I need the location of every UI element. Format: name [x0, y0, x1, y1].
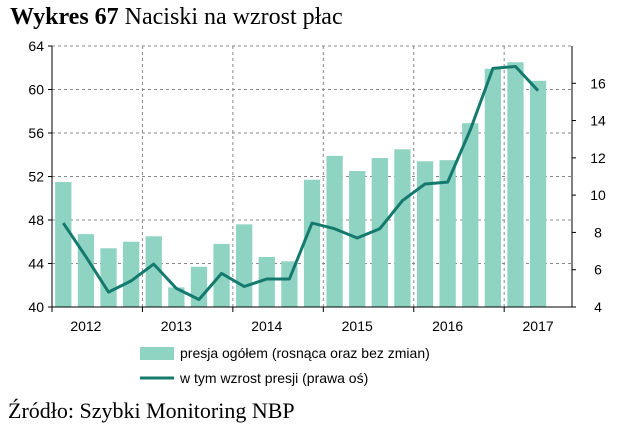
- chart-title-number: Wykres 67: [10, 4, 119, 30]
- chart-title-text: Naciski na wzrost płac: [124, 4, 343, 30]
- y-right-tick-label: 6: [594, 262, 602, 278]
- line-series: [62, 65, 540, 301]
- bar: [122, 241, 140, 307]
- bar: [371, 158, 388, 307]
- y-left-tick-label: 48: [28, 212, 44, 228]
- bar-series: [55, 62, 547, 308]
- bar: [100, 248, 117, 307]
- bar: [462, 123, 479, 308]
- y-left-tick-label: 64: [28, 38, 44, 54]
- bar: [258, 256, 275, 307]
- y-left-tick-label: 44: [28, 256, 44, 272]
- bar: [168, 287, 185, 307]
- x-tick-label: 2017: [523, 318, 554, 334]
- y-left-tick-label: 56: [28, 125, 44, 141]
- source-note: Źródło: Szybki Monitoring NBP: [8, 398, 295, 423]
- y-right-tick-label: 10: [590, 187, 606, 203]
- x-tick-label: 2012: [70, 318, 101, 334]
- bar: [303, 179, 321, 307]
- y-right-tick-label: 8: [594, 224, 602, 240]
- tick-labels: 40 44 48 52 56 60 64 4 6 8 10 12 14 16 2012 2013 2014 201…: [28, 38, 606, 334]
- bar: [484, 68, 502, 308]
- bar: [326, 155, 343, 307]
- series-line: [62, 65, 540, 301]
- bar: [394, 149, 411, 307]
- bar: [145, 236, 162, 307]
- bar: [77, 234, 95, 307]
- legend-label-line: w tym wzrost presji (prawa oś): [179, 370, 368, 386]
- y-right-tick-label: 14: [590, 113, 606, 129]
- legend-swatch-bars: [140, 347, 174, 360]
- bar: [236, 224, 253, 307]
- axes: [48, 45, 576, 312]
- x-tick-label: 2015: [342, 318, 373, 334]
- chart-title: Wykres 67 Naciski na wzrost płac: [10, 4, 343, 31]
- bar: [55, 181, 72, 307]
- legend: presja ogółem (rosnąca oraz bez zmian) w…: [140, 345, 430, 386]
- bar: [416, 161, 434, 307]
- bar: [439, 160, 456, 307]
- y-left-tick-label: 40: [28, 299, 44, 315]
- legend-label-bars: presja ogółem (rosnąca oraz bez zmian): [180, 345, 430, 361]
- y-right-tick-label: 4: [594, 299, 602, 315]
- bar: [529, 80, 547, 307]
- x-tick-label: 2013: [161, 318, 192, 334]
- y-right-tick-label: 16: [590, 75, 606, 91]
- y-right-tick-label: 12: [590, 150, 606, 166]
- x-tick-label: 2016: [432, 318, 463, 334]
- y-left-tick-label: 60: [28, 82, 44, 98]
- bar: [507, 62, 524, 307]
- x-tick-label: 2014: [251, 318, 282, 334]
- y-left-tick-label: 52: [28, 169, 44, 185]
